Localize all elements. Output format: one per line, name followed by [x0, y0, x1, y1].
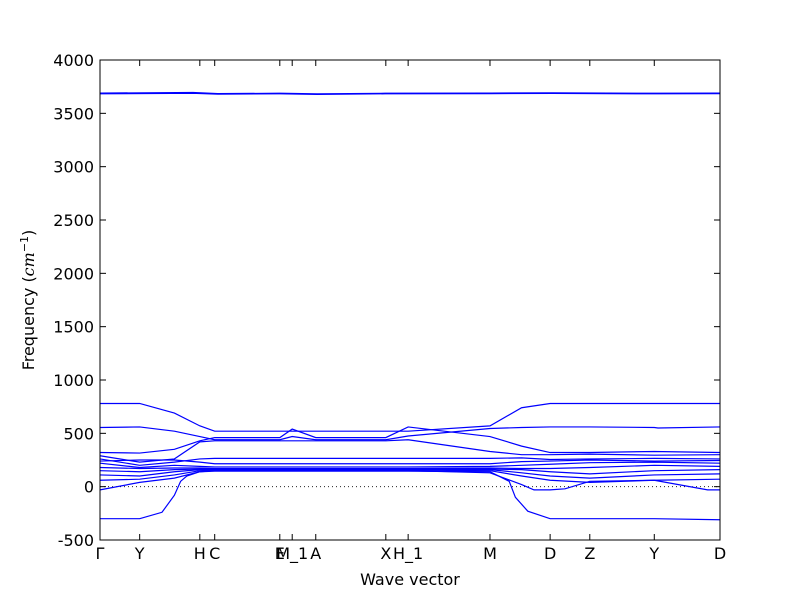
y-tick-label: 3000: [53, 158, 94, 177]
x-tick-label: Y: [648, 544, 659, 563]
y-axis-ticks: -500 0 500 1000 1500 2000 2500 3000 3500 4000: [53, 51, 720, 550]
y-axis-label-prefix: Frequency (: [19, 276, 38, 370]
band-branch-3: [100, 402, 720, 432]
band-branch-15: [100, 470, 721, 521]
x-tick-label: E: [275, 544, 285, 563]
y-axis-label: Frequency (cm−1): [18, 230, 38, 371]
y-tick-label: 1000: [53, 371, 94, 390]
x-tick-label: X: [380, 544, 391, 563]
y-axis-label-unit: cm: [19, 252, 38, 276]
y-tick-label: 0: [84, 478, 94, 497]
x-axis-ticks: Γ Y H C EM_1 A X H_1 M D Z Y D: [96, 60, 726, 564]
band-branch-6: [99, 439, 721, 463]
band-branch-8: [99, 459, 721, 465]
x-tick-label: Y: [134, 544, 145, 563]
y-axis-label-exponent: −1: [18, 236, 31, 252]
y-axis-label-suffix: ): [19, 230, 38, 236]
band-branch-9: [99, 461, 721, 469]
band-branch-4: [99, 426, 721, 441]
y-tick-label: 2500: [53, 211, 94, 230]
plot-frame: [99, 59, 721, 541]
x-tick-label: Z: [584, 544, 595, 563]
x-tick-label: M: [483, 544, 497, 563]
x-tick-label: Γ: [96, 544, 105, 563]
x-tick-label: H_1: [393, 544, 423, 564]
y-tick-label: 3500: [53, 104, 94, 123]
x-tick-label: C: [209, 544, 220, 563]
x-tick-label: H: [194, 544, 206, 563]
band-branch-2: [99, 92, 721, 95]
y-tick-label: -500: [58, 531, 94, 550]
x-tick-label: A: [310, 544, 321, 563]
y-tick-label: 1500: [53, 318, 94, 337]
x-tick-label: D: [544, 544, 556, 563]
y-tick-label: 500: [63, 424, 94, 443]
plot-area: [99, 91, 721, 521]
x-tick-label: D: [714, 544, 726, 563]
x-axis-label: Wave vector: [360, 570, 460, 589]
y-tick-label: 2000: [53, 264, 94, 283]
y-tick-label: 4000: [53, 51, 94, 70]
x-tick-label: M_1: [276, 544, 308, 564]
band-branch-5: [99, 426, 721, 454]
